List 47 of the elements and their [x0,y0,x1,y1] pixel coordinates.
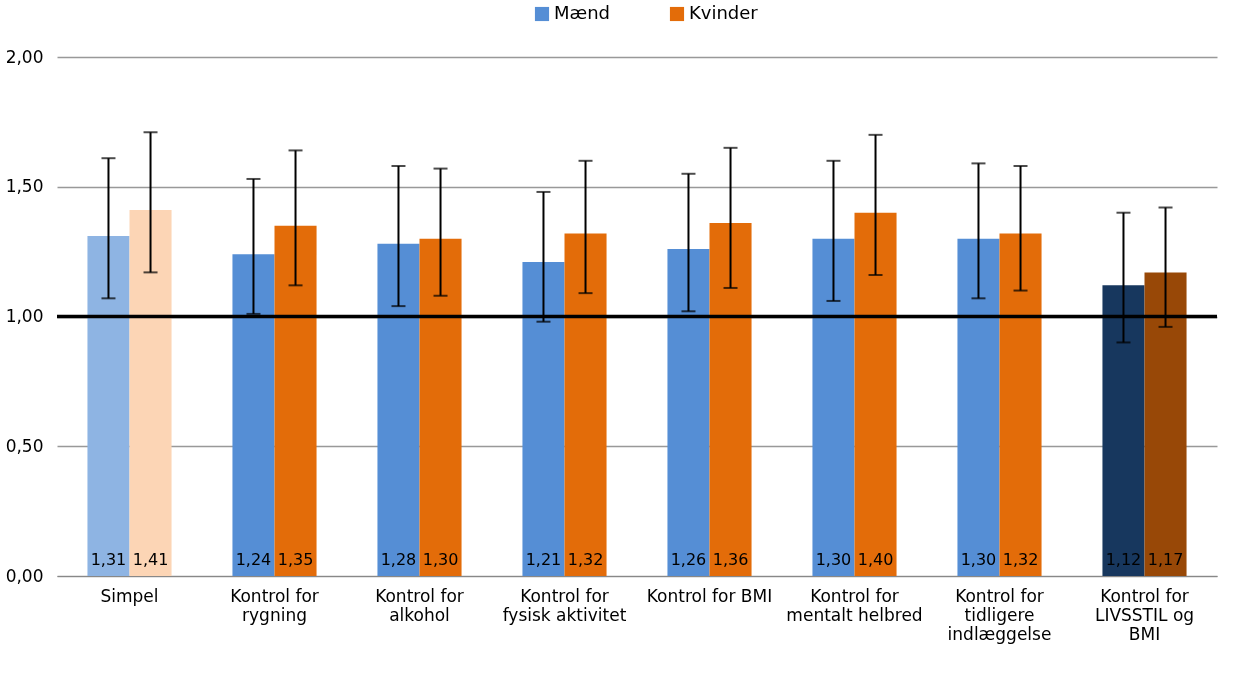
bar [999,233,1042,576]
x-tick-label: Kontrol for BMI [646,585,773,606]
data-label: 1,28 [380,550,417,569]
x-tick-label: Kontrol for tidligere indlæggelse [947,585,1052,644]
x-tick-label: Kontrol for LIVSSTIL og BMI [1094,585,1195,644]
data-label: 1,36 [712,550,749,569]
data-label: 1,40 [857,550,894,569]
bar [87,236,130,576]
data-label: 1,21 [525,550,562,569]
x-tick-label: Kontrol for mentalt helbred [786,585,923,625]
bar [709,223,752,576]
bar [1144,272,1187,576]
x-tick-label: Kontrol for alkohol [375,585,464,625]
bar [522,262,565,576]
data-label: 1,32 [1002,550,1039,569]
bar [419,238,462,576]
data-label: 1,41 [132,550,169,569]
y-tick-label: 1,00 [5,306,44,326]
data-label: 1,17 [1147,550,1184,569]
data-label: 1,12 [1105,550,1142,569]
data-label: 1,26 [670,550,707,569]
bar [129,210,172,576]
bar [854,212,897,576]
y-tick-label: 1,50 [5,176,44,197]
bar [957,238,1000,576]
data-label: 1,30 [422,550,459,569]
data-label: 1,32 [567,550,604,569]
bar [274,225,317,576]
bar [564,233,607,576]
data-label: 1,30 [815,550,852,569]
data-label: 1,31 [90,550,127,569]
bar [232,254,275,576]
legend-label: Kvinder [689,2,759,23]
y-tick-label: 2,00 [5,46,44,67]
bar [377,243,420,576]
x-tick-label: Kontrol for fysisk aktivitet [502,585,627,625]
bar [667,249,710,576]
y-tick-label: 0,00 [5,565,44,586]
bar [1102,285,1145,576]
data-label: 1,24 [235,550,272,569]
data-label: 1,35 [277,550,314,569]
data-label: 1,30 [960,550,997,569]
x-tick-label: Simpel [100,585,159,606]
y-tick-label: 0,50 [5,435,44,456]
x-tick-label: Kontrol for rygning [230,585,319,625]
bar [812,238,855,576]
legend-label: Mænd [554,2,611,23]
